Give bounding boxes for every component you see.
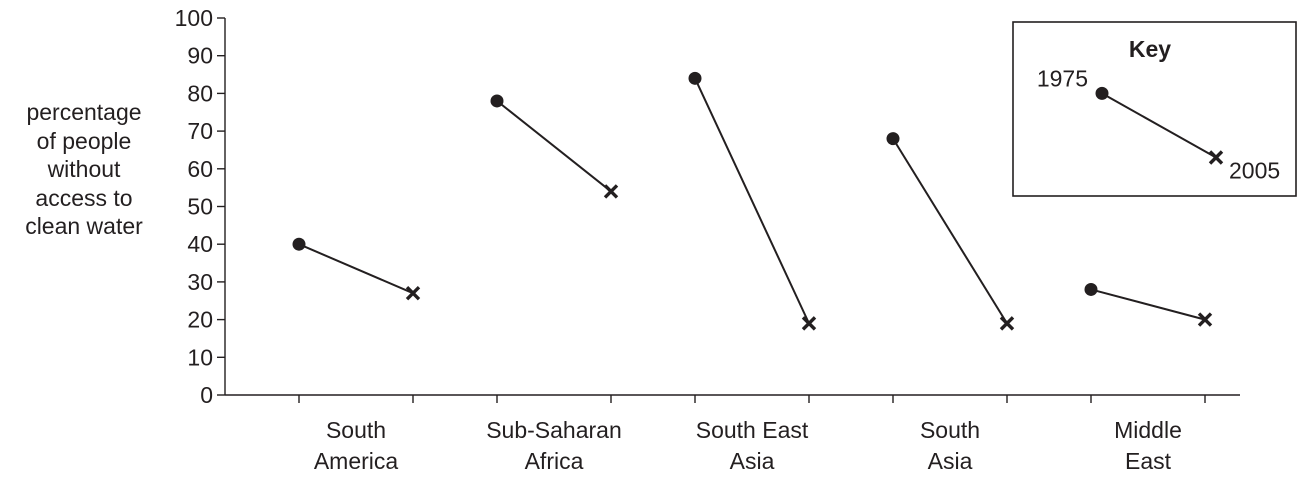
key-marker-1975 <box>1095 86 1109 100</box>
category-label-2-line-1: South East <box>696 417 809 443</box>
y-tick-label-100: 100 <box>175 5 213 31</box>
y-axis-label-line-5: clean water <box>25 213 143 239</box>
category-label-0-line-1: South <box>326 417 386 443</box>
key-marker-2005 <box>1208 150 1224 165</box>
key-title: Key <box>1129 36 1171 62</box>
y-axis-label-line-4: access to <box>35 184 133 211</box>
connector-line-2 <box>694 77 810 324</box>
connector-line-0 <box>298 243 414 295</box>
y-tick-label-50: 50 <box>187 194 213 220</box>
y-tick-label-90: 90 <box>187 43 213 69</box>
y-axis-label-line-2: of people <box>36 127 132 154</box>
key-box <box>1012 21 1297 197</box>
point-2005-3 <box>999 316 1015 331</box>
connector-line-1 <box>496 100 612 193</box>
y-tick-label-70: 70 <box>187 118 213 144</box>
connector-line-4 <box>1090 288 1206 321</box>
point-1975-1 <box>490 94 504 108</box>
category-label-0-line-2: America <box>314 448 399 474</box>
point-1975-0 <box>292 237 306 251</box>
y-tick-label-30: 30 <box>187 269 213 295</box>
key-label-1975: 1975 <box>1037 65 1088 91</box>
point-2005-1 <box>603 184 619 199</box>
point-2005-0 <box>405 286 421 301</box>
point-1975-4 <box>1084 282 1098 296</box>
key-line <box>1101 92 1217 159</box>
y-tick-label-10: 10 <box>187 344 213 370</box>
y-tick-label-80: 80 <box>187 80 213 106</box>
category-label-3-line-1: South <box>920 417 980 443</box>
connector-line-3 <box>892 138 1008 324</box>
category-label-4-line-2: East <box>1125 448 1172 474</box>
category-label-1-line-2: Africa <box>525 448 584 474</box>
point-2005-2 <box>801 316 817 331</box>
category-label-1-line-1: Sub-Saharan <box>486 417 622 443</box>
y-tick-label-40: 40 <box>187 231 213 257</box>
y-tick-label-20: 20 <box>187 307 213 333</box>
category-label-4-line-1: Middle <box>1114 417 1182 443</box>
point-1975-3 <box>886 132 900 146</box>
y-axis-label-line-1: percentage <box>26 99 142 125</box>
y-tick-label-0: 0 <box>200 382 213 408</box>
key-label-2005: 2005 <box>1229 157 1280 183</box>
y-axis-label-line-3: without <box>47 156 121 182</box>
point-1975-2 <box>688 71 702 85</box>
point-2005-4 <box>1197 312 1213 327</box>
y-tick-label-60: 60 <box>187 156 213 182</box>
y-axis-label: percentage of people without access to c… <box>0 98 168 241</box>
category-label-3-line-2: Asia <box>928 448 973 474</box>
category-label-2-line-2: Asia <box>730 448 775 474</box>
